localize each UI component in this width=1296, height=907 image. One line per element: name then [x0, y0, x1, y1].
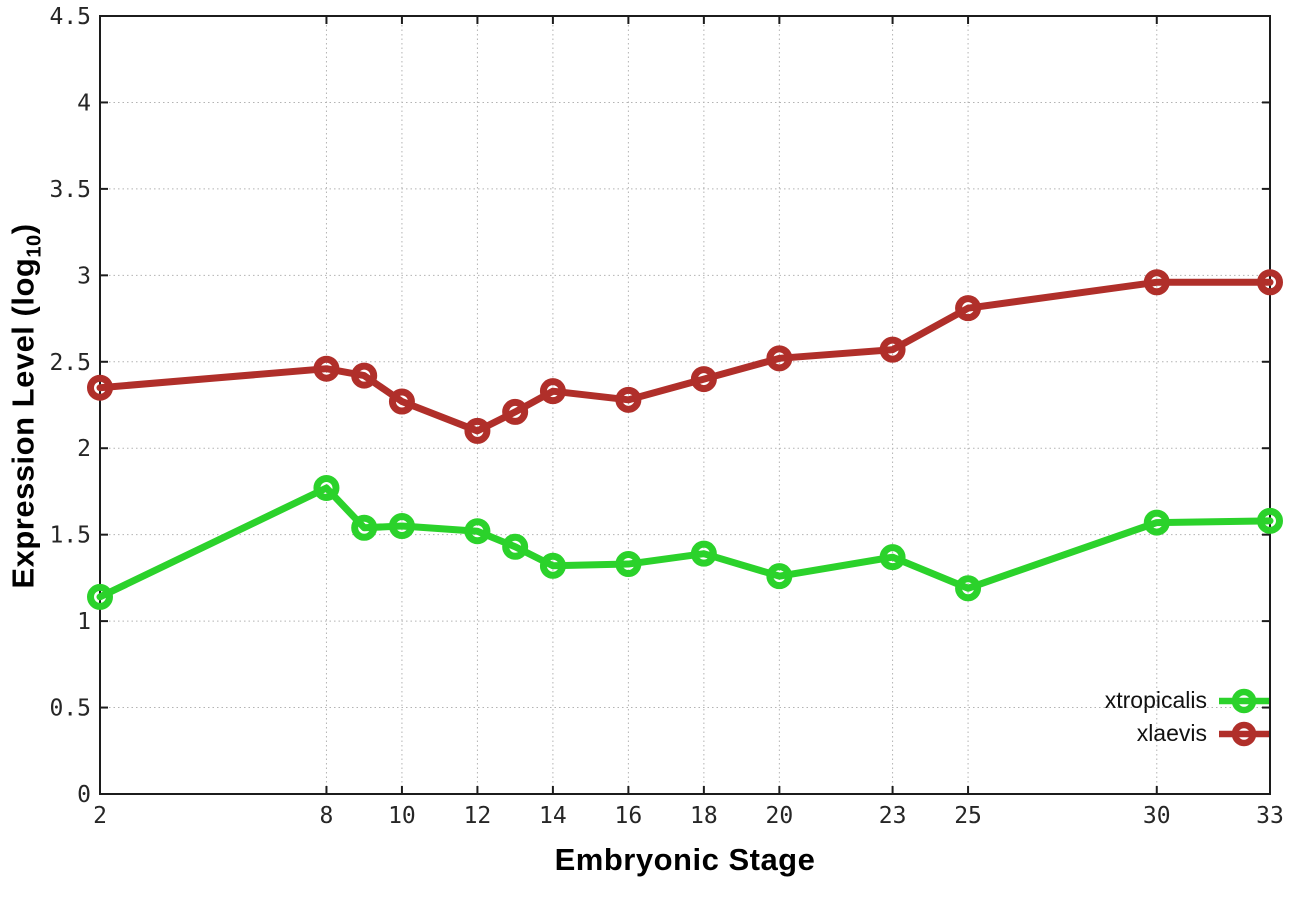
- data-point-xtropicalis: [690, 540, 717, 567]
- legend-label-xtropicalis: xtropicalis: [1104, 687, 1207, 713]
- y-tick-label: 1.5: [49, 523, 91, 549]
- data-point-xlaevis: [539, 378, 566, 405]
- data-point-xlaevis: [1143, 269, 1170, 296]
- y-tick-label: 0: [77, 782, 91, 808]
- y-tick-label: 2: [77, 436, 91, 462]
- y-tick-label: 4.5: [49, 4, 91, 30]
- x-tick-label: 23: [879, 803, 907, 829]
- data-point-xtropicalis: [1257, 507, 1283, 534]
- data-point-xlaevis: [690, 366, 717, 393]
- data-point-xtropicalis: [955, 575, 982, 602]
- series-line-xlaevis: [96, 278, 1274, 435]
- y-axis-title: Expression Level (log10): [5, 223, 46, 588]
- y-tick-label: 3: [77, 263, 91, 289]
- series-line-xtropicalis: [96, 484, 1274, 601]
- y-tick-label: 2.5: [49, 350, 91, 376]
- data-point-xlaevis: [955, 295, 982, 322]
- data-point-xtropicalis: [351, 514, 378, 541]
- data-point-xlaevis: [766, 345, 793, 372]
- legend: xtropicalis xlaevis: [1105, 684, 1270, 750]
- data-point-xtropicalis: [87, 583, 113, 610]
- x-tick-label: 30: [1143, 803, 1171, 829]
- data-point-xlaevis: [615, 386, 642, 413]
- line-point-marker-icon: [1219, 688, 1269, 713]
- line-point-marker-icon: [1219, 721, 1269, 746]
- data-point-xtropicalis: [464, 518, 491, 545]
- x-tick-label: 16: [615, 803, 643, 829]
- y-tick-label: 4: [77, 90, 91, 116]
- x-tick-label: 20: [766, 803, 794, 829]
- legend-item-xtropicalis: xtropicalis: [1105, 684, 1270, 717]
- legend-label-xlaevis: xlaevis: [1136, 720, 1207, 746]
- data-point-xlaevis: [388, 388, 415, 415]
- y-axis-title-text: Expression Level (log: [5, 257, 41, 589]
- data-point-xtropicalis: [615, 551, 642, 578]
- data-point-xlaevis: [351, 362, 378, 389]
- data-point-xtropicalis: [502, 533, 529, 560]
- data-point-xtropicalis: [879, 544, 906, 571]
- data-point-xlaevis: [879, 336, 906, 363]
- data-point-xtropicalis: [388, 513, 415, 540]
- x-tick-label: 12: [464, 803, 492, 829]
- data-point-xlaevis: [1257, 269, 1283, 296]
- data-point-xlaevis: [502, 398, 529, 425]
- y-axis-title-subscript: 10: [23, 234, 46, 258]
- data-point-xtropicalis: [313, 474, 340, 501]
- data-point-xtropicalis: [766, 563, 793, 590]
- data-point-xtropicalis: [1143, 509, 1170, 536]
- x-tick-label: 10: [388, 803, 416, 829]
- data-point-xtropicalis: [539, 552, 566, 579]
- x-tick-label: 18: [690, 803, 718, 829]
- x-tick-label: 2: [93, 803, 107, 829]
- x-tick-label: 8: [320, 803, 334, 829]
- y-axis-title-close: ): [5, 223, 41, 235]
- x-tick-label: 25: [954, 803, 982, 829]
- x-tick-label: 14: [539, 803, 567, 829]
- data-point-xlaevis: [313, 355, 340, 382]
- y-tick-label: 0.5: [49, 696, 91, 722]
- plot-border: [99, 15, 1271, 795]
- data-point-xlaevis: [464, 417, 491, 444]
- y-tick-label: 1: [77, 609, 91, 635]
- legend-item-xlaevis: xlaevis: [1105, 717, 1270, 750]
- x-tick-label: 33: [1256, 803, 1284, 829]
- x-axis-title: Embryonic Stage: [554, 842, 816, 877]
- y-tick-label: 3.5: [49, 177, 91, 203]
- data-point-xlaevis: [87, 374, 113, 401]
